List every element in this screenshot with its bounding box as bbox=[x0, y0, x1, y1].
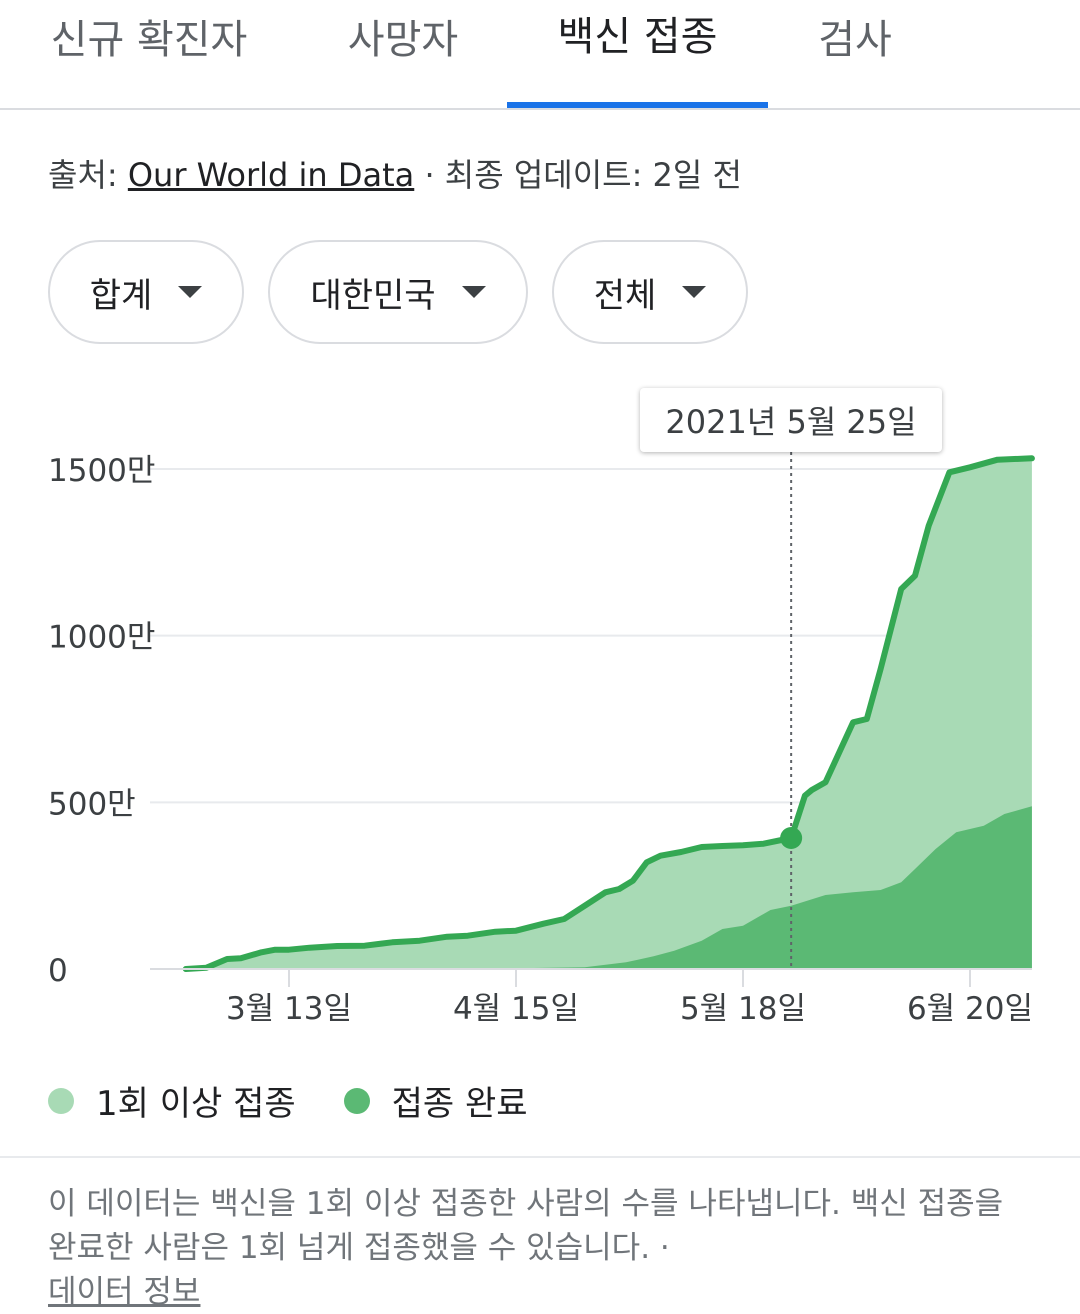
chart-legend: 1회 이상 접종 접종 완료 bbox=[48, 1076, 576, 1125]
legend-item-first-dose[interactable]: 1회 이상 접종 bbox=[48, 1076, 296, 1125]
dropdown-arrow-icon bbox=[461, 286, 486, 298]
tab-vaccination[interactable]: 백신 접종 bbox=[507, 0, 768, 108]
series-line-first-dose bbox=[182, 455, 1035, 972]
y-tick-label: 500만 bbox=[48, 786, 136, 822]
series-area-fully-vaccinated bbox=[185, 806, 1032, 969]
legend-item-fully-vaccinated[interactable]: 접종 완료 bbox=[343, 1076, 528, 1125]
x-tick-label: 6월 20일 bbox=[907, 991, 1033, 1027]
data-info-link[interactable]: 데이터 정보 bbox=[48, 1274, 201, 1310]
tab-bar: 신규 확진자 사망자 백신 접종 검사 bbox=[0, 0, 1080, 110]
x-tick-label: 4월 15일 bbox=[453, 991, 579, 1027]
source-link[interactable]: Our World in Data bbox=[127, 156, 415, 194]
region-dropdown-label: 대한민국 bbox=[310, 275, 436, 316]
hover-point bbox=[780, 827, 803, 849]
series-area-first-dose bbox=[185, 458, 1032, 969]
chart-tooltip: 2021년 5월 25일 bbox=[640, 388, 942, 452]
data-note: 이 데이터는 백신을 1회 이상 접종한 사람의 수를 나타냅니다. 백신 접종… bbox=[48, 1182, 1038, 1314]
tab-tests[interactable]: 검사 bbox=[818, 17, 892, 63]
data-note-text: 이 데이터는 백신을 1회 이상 접종한 사람의 수를 나타냅니다. 백신 접종… bbox=[48, 1186, 1004, 1266]
y-tick-label: 0 bbox=[48, 953, 68, 989]
y-tick-label: 1000만 bbox=[48, 620, 155, 656]
y-tick-label: 1500만 bbox=[48, 453, 155, 489]
dropdown-arrow-icon bbox=[178, 286, 203, 298]
legend-dot-first-dose bbox=[48, 1087, 74, 1114]
tab-deaths[interactable]: 사망자 bbox=[347, 17, 459, 63]
x-tick-label: 3월 13일 bbox=[226, 991, 352, 1027]
tab-new-cases[interactable]: 신규 확진자 bbox=[50, 17, 248, 63]
total-dropdown[interactable]: 합계 bbox=[48, 240, 244, 344]
legend-label-first-dose: 1회 이상 접종 bbox=[96, 1084, 296, 1124]
vaccination-chart[interactable]: 0 500만 1000만 1500만 3월 13일 4월 15일 5월 18일 6월 20일 bbox=[0, 370, 1080, 1050]
scope-dropdown-label: 전체 bbox=[593, 275, 657, 316]
total-dropdown-label: 합계 bbox=[89, 275, 153, 316]
region-dropdown[interactable]: 대한민국 bbox=[268, 240, 528, 344]
dropdown-arrow-icon bbox=[682, 286, 707, 298]
legend-label-fully-vaccinated: 접종 완료 bbox=[391, 1084, 528, 1124]
last-updated: · 최종 업데이트: 2일 전 bbox=[414, 156, 742, 194]
source-line: 출처: Our World in Data · 최종 업데이트: 2일 전 bbox=[48, 150, 742, 196]
scope-dropdown[interactable]: 전체 bbox=[552, 240, 748, 344]
source-prefix: 출처: bbox=[48, 156, 128, 194]
legend-dot-fully-vaccinated bbox=[343, 1087, 370, 1114]
divider bbox=[0, 1156, 1080, 1158]
x-tick-label: 5월 18일 bbox=[680, 991, 806, 1027]
